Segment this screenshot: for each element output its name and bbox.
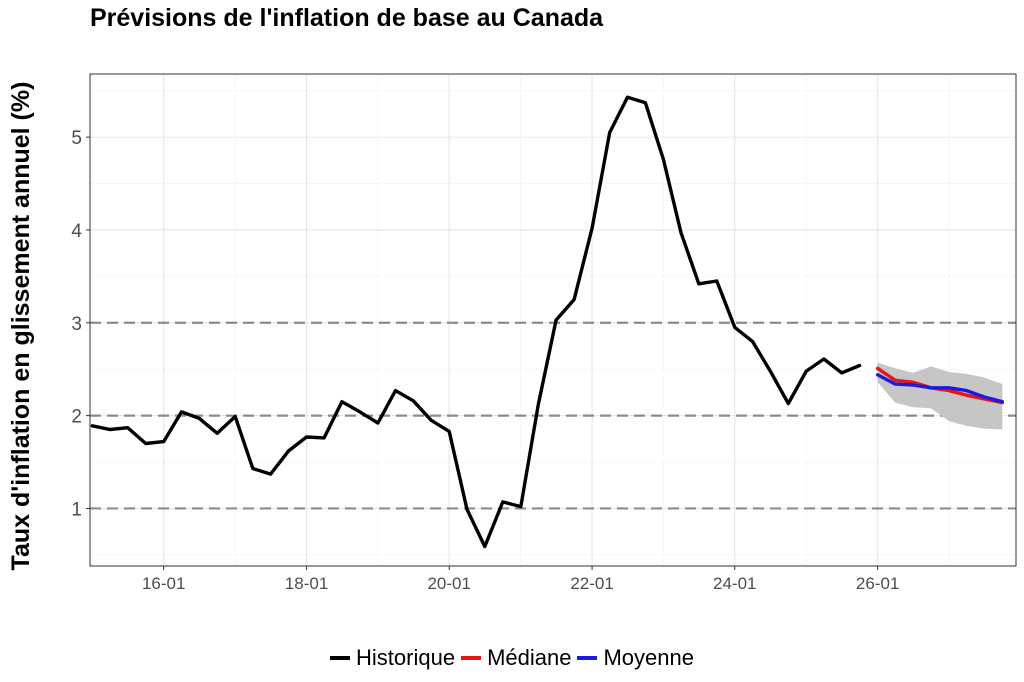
legend-item-historique: Historique (330, 645, 455, 671)
plot-border (89, 73, 1017, 567)
y-tick-label: 5 (71, 128, 82, 149)
y-tick-label: 3 (71, 314, 82, 335)
legend: Historique Médiane Moyenne (0, 640, 1024, 671)
forecast-band (877, 362, 1003, 430)
y-axis-title: Taux d'inflation en glissement annuel (%… (7, 82, 35, 571)
x-tick-label: 20-01 (427, 574, 470, 593)
legend-key-historique (330, 656, 351, 660)
series-line-historique (90, 95, 862, 549)
y-tick-label: 2 (71, 407, 82, 428)
legend-key-moyenne (577, 656, 598, 660)
major-gridlines (90, 74, 1016, 566)
x-tick-label: 26-01 (856, 574, 899, 593)
legend-label-moyenne: Moyenne (603, 645, 694, 670)
x-tick-label: 18-01 (285, 574, 328, 593)
legend-item-mediane: Médiane (461, 645, 571, 671)
series-line-moyenne (875, 373, 1004, 404)
axes: 1 2 3 4 5 16-01 18-01 20-01 22-01 24-01 26-01 (71, 128, 899, 593)
y-tick-label: 4 (71, 221, 82, 242)
series-lines (90, 95, 1004, 549)
legend-label-historique: Historique (356, 645, 456, 670)
legend-key-mediane (461, 656, 482, 660)
y-tick-label: 1 (71, 499, 82, 520)
x-tick-label: 22-01 (570, 574, 613, 593)
legend-label-mediane: Médiane (487, 645, 572, 670)
x-tick-label: 24-01 (713, 574, 756, 593)
x-tick-label: 16-01 (142, 574, 185, 593)
forecast-interval-band (877, 362, 1003, 430)
chart-title: Prévisions de l'inflation de base au Can… (90, 4, 604, 32)
reference-lines (90, 321, 1016, 510)
legend-item-moyenne: Moyenne (577, 645, 694, 671)
